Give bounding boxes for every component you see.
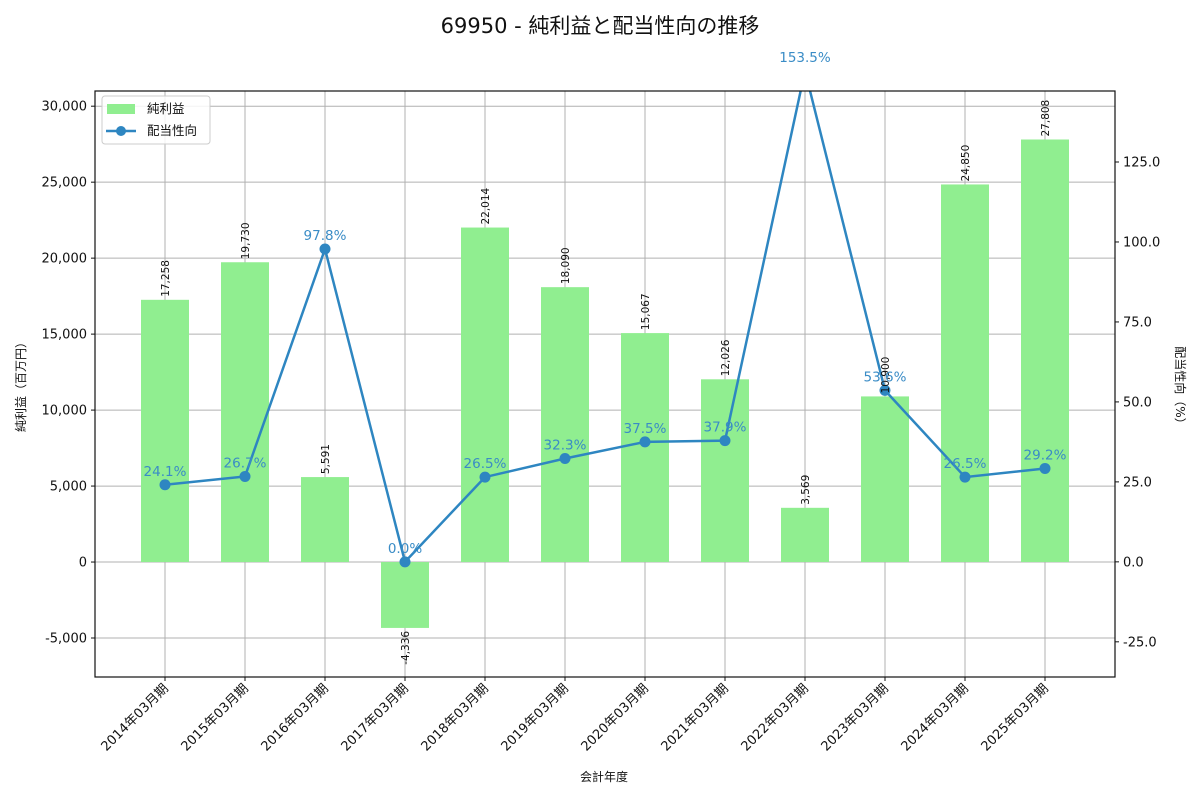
y-left-tick-label: 10,000 [42,404,88,419]
line-marker [239,470,251,482]
x-axis-label: 会計年度 [580,769,628,784]
data-labels: 17,258 19,730 5,591 -4,336 22,014 18,090 15,06… [144,50,1067,665]
line-marker [479,471,491,483]
bar [701,379,749,563]
y-axis-right-label: 配当性向（%） [1173,346,1188,429]
x-tick-label: 2021年03月期 [659,681,732,754]
bar-value-label: 24,850 [960,145,972,182]
plot-frame [94,90,1116,678]
legend: 純利益 配当性向 [101,95,211,145]
bar-value-label: 3,569 [800,475,812,505]
line-series-payout-ratio [159,91,1051,568]
bar [141,299,189,563]
bar-value-label: 18,090 [560,247,572,284]
bar-value-label: 22,014 [480,187,492,224]
y-left-tick-label: 30,000 [42,100,88,115]
payout-value-label: 24.1% [144,464,187,480]
line-marker [159,479,171,491]
x-tick-label: 2022年03月期 [739,681,812,754]
payout-value-label: 153.5% [779,50,831,66]
chart-title: 69950 - 純利益と配当性向の推移 [441,14,760,38]
y-right-tick-label: 50.0 [1123,395,1152,410]
y-left-tick-label: 20,000 [42,252,88,267]
x-tick-label: 2020年03月期 [579,681,652,754]
y-left-tick-label: 5,000 [50,480,87,495]
payout-value-label: 29.2% [1024,447,1067,463]
bar [221,262,269,563]
x-tick-label: 2018年03月期 [419,681,492,754]
legend-bar-swatch-icon [107,104,135,114]
line-marker [879,384,891,396]
bar [461,227,509,563]
y-left-tick-label: -5,000 [45,632,87,647]
bar-value-label: 15,067 [640,293,652,330]
bar [1021,139,1069,563]
x-tick-label: 2017年03月期 [339,681,412,754]
y-right-tick-label: 0.0 [1123,555,1144,570]
payout-value-label: 26.5% [464,456,507,472]
bar-series-net-income [141,139,1069,628]
x-tick-label: 2024年03月期 [899,681,972,754]
x-tick-label: 2015年03月期 [179,681,252,754]
x-tick-label: 2014年03月期 [99,681,172,754]
bar [781,507,829,563]
legend-label-net-income: 純利益 [147,101,185,116]
bar-value-label: 5,591 [320,444,332,474]
y-right-tick-label: 75.0 [1123,315,1152,330]
line-marker [719,435,731,447]
payout-value-label: 26.5% [944,456,987,472]
y-axis-left-label: 純利益（百万円） [14,336,28,432]
bar-value-label: 12,026 [720,339,732,376]
payout-value-label: 37.9% [704,420,747,436]
line-marker [1039,462,1051,474]
bar [381,562,429,628]
y-left-tick-label: 25,000 [42,176,88,191]
x-tick-label: 2023年03月期 [819,681,892,754]
y-right-tick-label: 25.0 [1123,475,1152,490]
line-marker [399,556,411,568]
line-marker [959,471,971,483]
bar-value-label: 10,900 [880,357,892,394]
payout-value-label: 97.8% [304,228,347,244]
bar [861,396,909,563]
line-marker [639,436,651,448]
axes: -5,000 0 5,000 10,000 15,000 20,000 25,000 30,0… [42,90,1160,755]
legend-label-payout-ratio: 配当性向 [147,123,197,138]
legend-marker-icon [116,126,126,136]
y-left-tick-label: 0 [79,556,87,571]
y-right-tick-label: 100.0 [1123,235,1160,250]
bar-value-label: 17,258 [160,260,172,297]
y-left-tick-label: 15,000 [42,328,88,343]
bar [941,184,989,563]
bar-value-label: 19,730 [240,222,252,259]
y-right-tick-label: -25.0 [1123,635,1157,650]
payout-value-label: 37.5% [624,421,667,437]
line-marker [319,243,331,255]
payout-value-label: 26.7% [224,455,267,471]
bar [621,333,669,563]
payout-value-label: 32.3% [544,438,587,454]
bar-value-label: -4,336 [400,631,412,665]
y-right-tick-label: 125.0 [1123,156,1160,171]
x-tick-label: 2025年03月期 [979,681,1052,754]
payout-value-label: 0.0% [388,541,422,557]
payout-line [164,91,1046,565]
bar [301,477,349,563]
payout-value-label: 53.6% [864,369,907,385]
x-tick-label: 2019年03月期 [499,681,572,754]
line-marker [559,453,571,465]
bar-value-label: 27,808 [1040,100,1052,137]
bar [541,287,589,563]
x-tick-label: 2016年03月期 [259,681,332,754]
